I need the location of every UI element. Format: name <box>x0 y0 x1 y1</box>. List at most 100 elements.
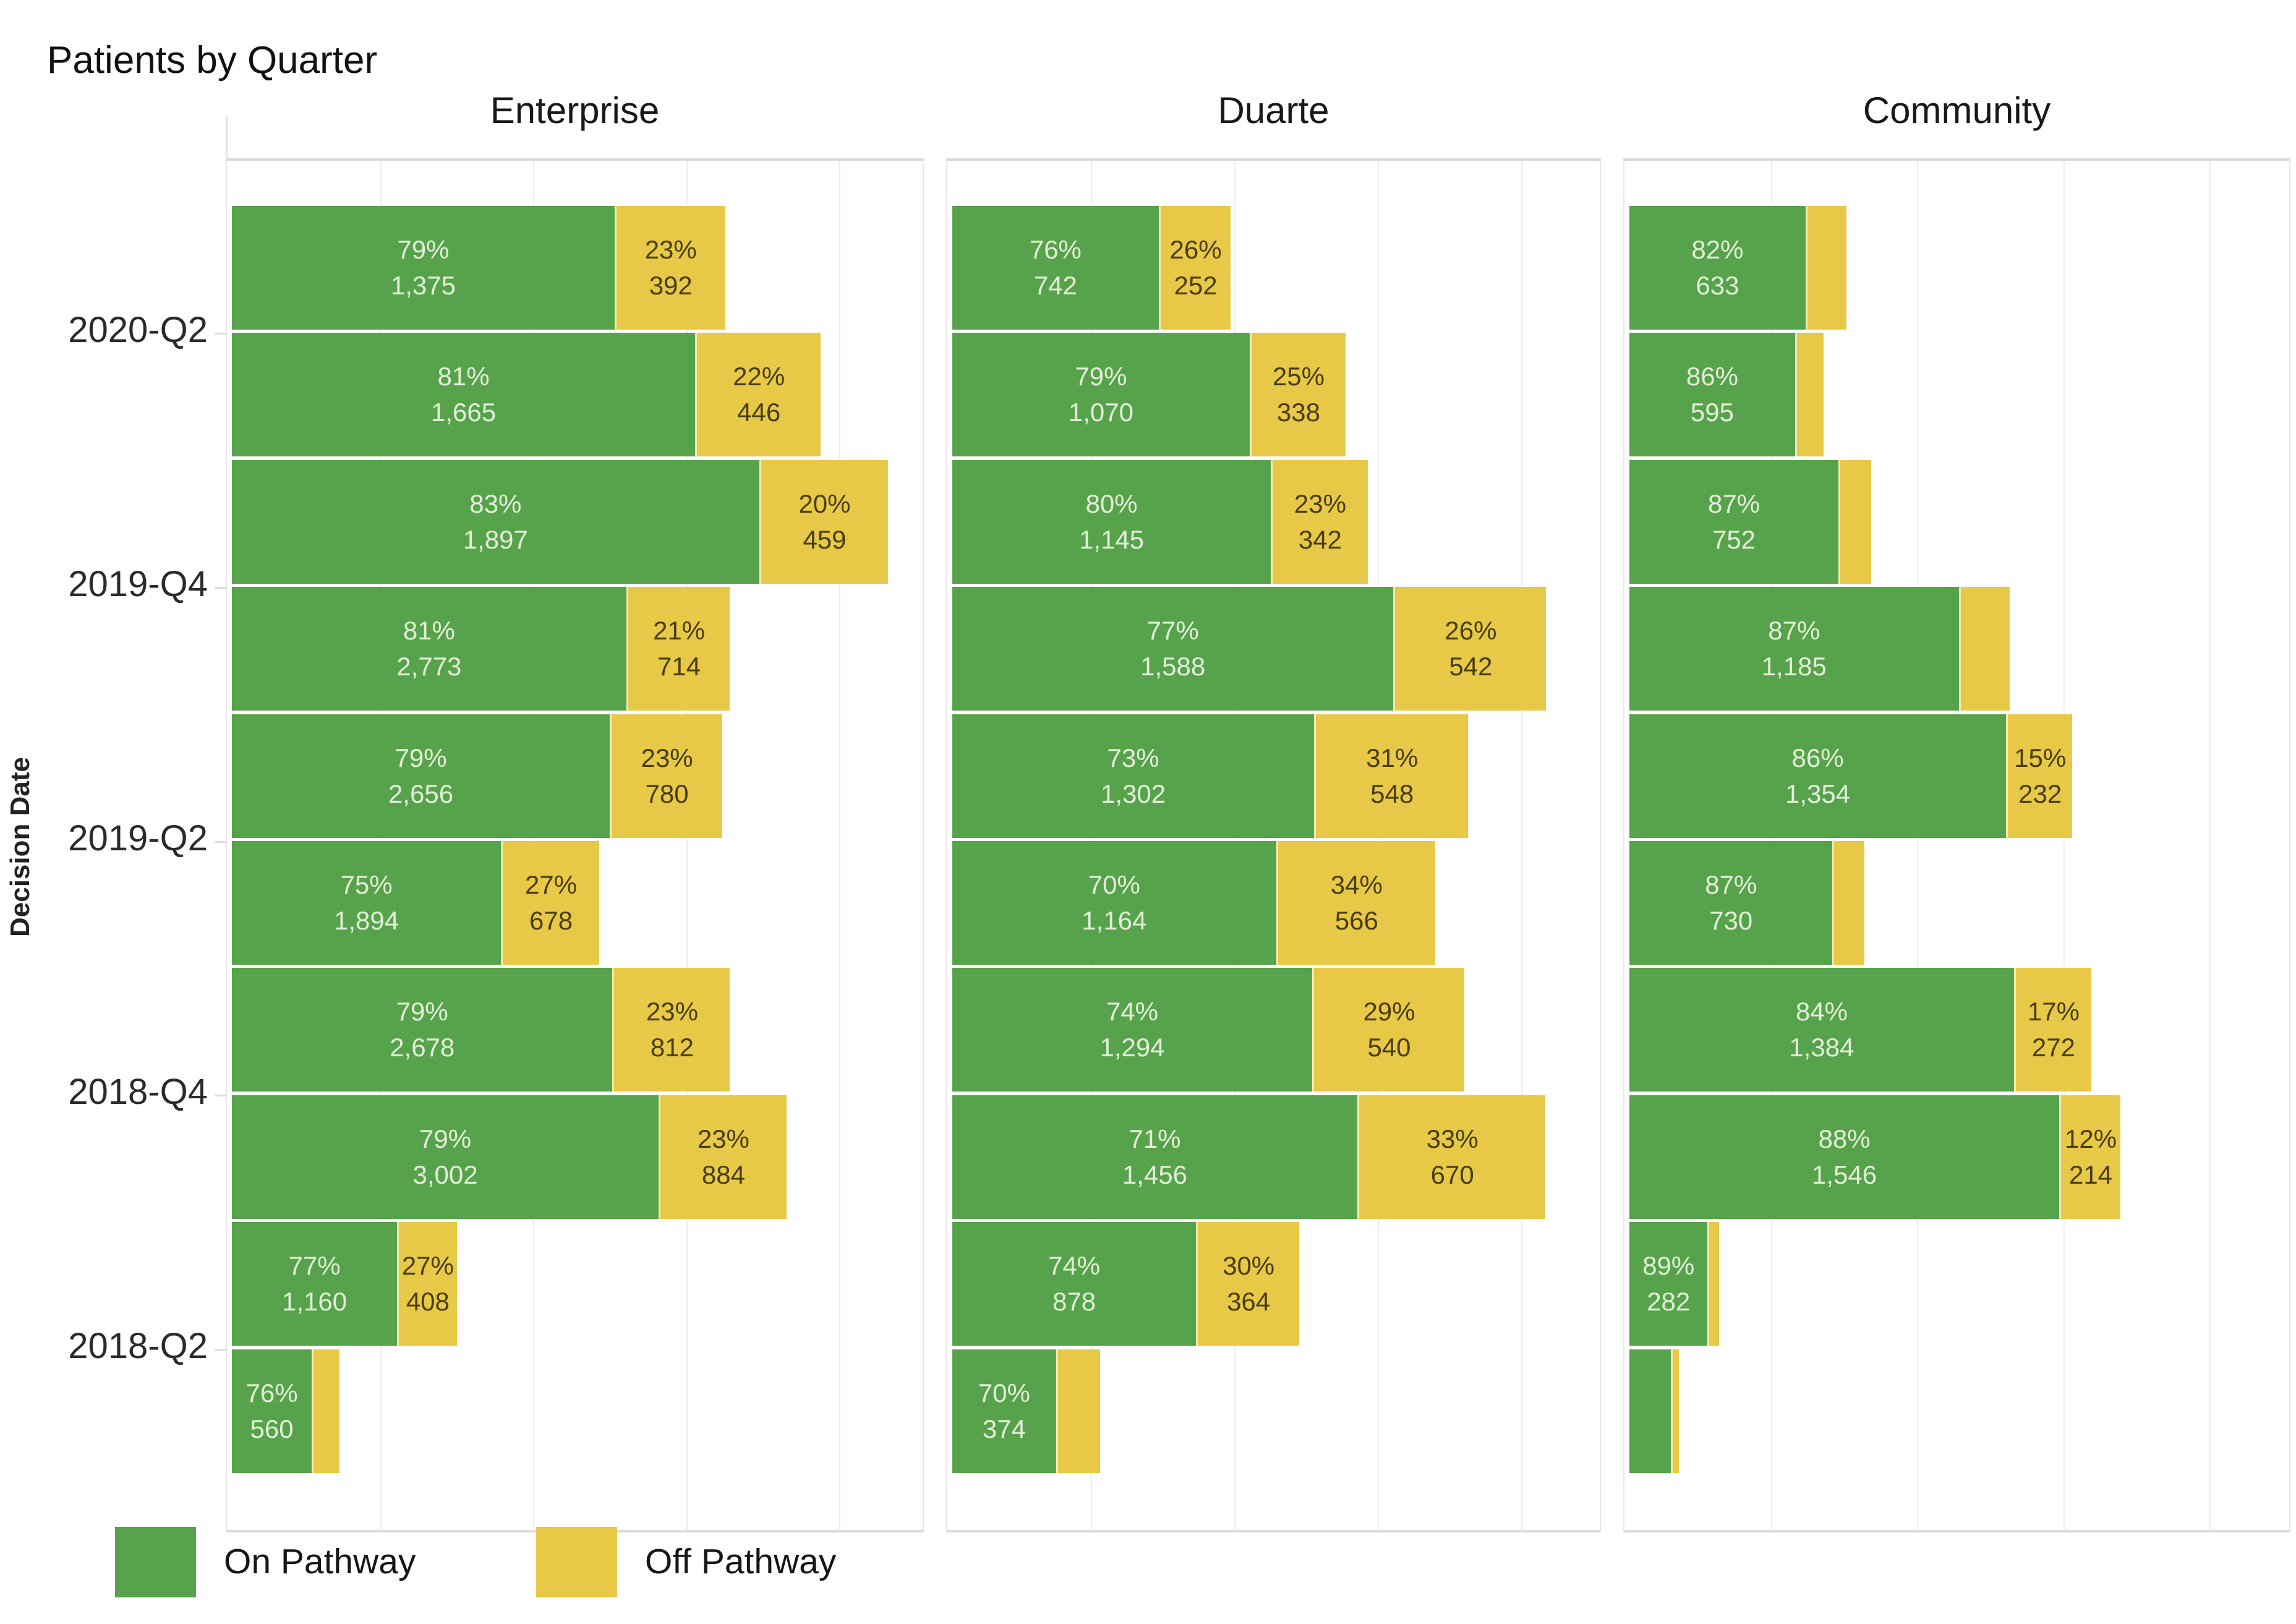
on-pathway-segment[interactable]: 89% 282 <box>1629 1222 1708 1346</box>
on-pathway-segment[interactable]: 86% 1,354 <box>1629 714 2007 838</box>
on-pathway-segment[interactable]: 79% 1,070 <box>952 333 1250 457</box>
panel-community: Community 82% 633 86% 595 87% 752 87% 1,185 86% 1… <box>1623 90 2290 1532</box>
on-pathway-segment[interactable]: 79% 1,375 <box>232 206 615 330</box>
off-pathway-segment[interactable]: 25% 338 <box>1249 333 1346 457</box>
legend-swatch-off-pathway[interactable] <box>536 1527 617 1597</box>
off-pathway-segment[interactable]: 30% 364 <box>1196 1222 1299 1346</box>
off-pathway-segment[interactable] <box>1838 459 1871 584</box>
on-pathway-count-label: 2,773 <box>396 652 462 682</box>
off-pathway-segment[interactable]: 26% 542 <box>1393 587 1547 711</box>
on-pathway-count-label: 560 <box>250 1414 294 1443</box>
off-pathway-segment[interactable]: 23% 884 <box>659 1095 787 1219</box>
on-pathway-count-label: 1,546 <box>1812 1160 1877 1189</box>
on-pathway-percent-label: 82% <box>1691 235 1744 264</box>
off-pathway-segment[interactable]: 23% 780 <box>610 714 723 838</box>
off-pathway-segment[interactable]: 23% 812 <box>612 968 730 1092</box>
on-pathway-segment[interactable]: 71% 1,456 <box>952 1095 1357 1219</box>
off-pathway-percent-label: 23% <box>646 997 698 1027</box>
off-pathway-segment[interactable]: 15% 232 <box>2006 714 2073 838</box>
bar-row: 79% 2,678 23% 812 <box>232 968 920 1092</box>
off-pathway-segment[interactable] <box>1056 1349 1100 1473</box>
off-pathway-segment[interactable] <box>1958 587 2010 711</box>
on-pathway-segment[interactable]: 76% 560 <box>232 1349 312 1473</box>
on-pathway-count-label: 1,588 <box>1140 652 1206 682</box>
off-pathway-percent-label: 25% <box>1272 362 1325 391</box>
bar-row: 77% 1,160 27% 408 <box>232 1222 920 1346</box>
on-pathway-segment[interactable]: 81% 2,773 <box>232 587 626 711</box>
off-pathway-segment[interactable]: 27% 678 <box>501 841 599 965</box>
y-tick-2018-q2: 2018-Q2 <box>68 1326 208 1366</box>
off-pathway-percent-label: 33% <box>1426 1124 1479 1153</box>
on-pathway-count-label: 1,070 <box>1068 398 1133 427</box>
panel-enterprise: Enterprise 79% 1,375 23% 392 81% 1,665 22% 446 8… <box>215 90 924 1532</box>
on-pathway-segment[interactable]: 81% 1,665 <box>232 333 696 457</box>
off-pathway-segment[interactable] <box>1832 841 1865 965</box>
off-pathway-segment[interactable]: 34% 566 <box>1276 841 1436 965</box>
off-pathway-segment[interactable]: 22% 446 <box>695 333 821 457</box>
on-pathway-segment[interactable]: 79% 3,002 <box>232 1095 659 1219</box>
panel-duarte: Duarte 76% 742 26% 252 79% 1,070 25% 338 80% 1,14… <box>946 90 1601 1532</box>
on-pathway-segment[interactable]: 80% 1,145 <box>952 459 1271 584</box>
on-pathway-segment[interactable]: 87% 730 <box>1629 841 1833 965</box>
off-pathway-segment[interactable]: 31% 548 <box>1314 714 1469 838</box>
on-pathway-count-label: 1,665 <box>430 398 497 427</box>
off-pathway-segment[interactable]: 17% 272 <box>2013 968 2092 1092</box>
off-pathway-segment[interactable]: 27% 408 <box>397 1222 457 1346</box>
legend-swatch-on-pathway[interactable] <box>115 1527 196 1597</box>
on-pathway-segment[interactable]: 79% 2,678 <box>232 968 613 1092</box>
on-pathway-segment[interactable]: 82% 633 <box>1629 206 1806 330</box>
off-pathway-segment[interactable] <box>1670 1349 1679 1473</box>
on-pathway-segment[interactable]: 87% 752 <box>1629 459 1839 584</box>
bar-row: 86% 595 <box>1629 333 2287 457</box>
gridline <box>2063 161 2065 1530</box>
off-pathway-segment[interactable] <box>1805 206 1846 330</box>
off-pathway-percent-label: 31% <box>1366 743 1419 772</box>
off-pathway-segment[interactable]: 33% 670 <box>1357 1095 1546 1219</box>
on-pathway-segment[interactable]: 88% 1,546 <box>1629 1095 2060 1219</box>
on-pathway-count-label: 1,294 <box>1099 1033 1165 1062</box>
on-pathway-segment[interactable]: 76% 742 <box>952 206 1159 330</box>
bar-row: 71% 1,456 33% 670 <box>952 1095 1597 1219</box>
off-pathway-count-label: 446 <box>737 398 781 427</box>
on-pathway-segment[interactable]: 73% 1,302 <box>952 714 1315 838</box>
off-pathway-segment[interactable]: 26% 252 <box>1158 206 1231 330</box>
on-pathway-segment[interactable]: 74% 878 <box>952 1222 1197 1346</box>
on-pathway-count-label: 1,185 <box>1761 652 1827 682</box>
on-pathway-segment[interactable]: 77% 1,160 <box>232 1222 398 1346</box>
on-pathway-segment[interactable]: 79% 2,656 <box>232 714 610 838</box>
on-pathway-count-label: 1,164 <box>1082 906 1147 935</box>
off-pathway-count-label: 678 <box>529 906 573 935</box>
off-pathway-count-label: 338 <box>1276 398 1320 427</box>
on-pathway-segment[interactable]: 83% 1,897 <box>232 459 759 584</box>
legend-label-off-pathway[interactable]: Off Pathway <box>645 1542 837 1581</box>
off-pathway-segment[interactable] <box>1795 333 1824 457</box>
on-pathway-segment[interactable] <box>1629 1349 1671 1473</box>
gridline <box>2209 161 2211 1530</box>
on-pathway-segment[interactable]: 74% 1,294 <box>952 968 1312 1092</box>
y-axis-tick-mark <box>215 1095 227 1096</box>
bar-row: 76% 742 26% 252 <box>952 206 1597 330</box>
off-pathway-segment[interactable]: 23% 342 <box>1271 459 1368 584</box>
off-pathway-segment[interactable] <box>312 1349 340 1473</box>
off-pathway-segment[interactable]: 23% 392 <box>614 206 725 330</box>
on-pathway-segment[interactable]: 77% 1,588 <box>952 587 1394 711</box>
on-pathway-segment[interactable]: 84% 1,384 <box>1629 968 2014 1092</box>
off-pathway-segment[interactable] <box>1707 1222 1720 1346</box>
bar-row: 87% 752 <box>1629 459 2287 584</box>
on-pathway-segment[interactable]: 75% 1,894 <box>232 841 501 965</box>
off-pathway-segment[interactable]: 29% 540 <box>1312 968 1464 1092</box>
y-tick-2019-q2: 2019-Q2 <box>68 818 208 858</box>
off-pathway-segment[interactable]: 20% 459 <box>759 459 889 584</box>
on-pathway-segment[interactable]: 86% 595 <box>1629 333 1795 457</box>
legend-label-on-pathway[interactable]: On Pathway <box>224 1542 416 1581</box>
off-pathway-segment[interactable]: 21% 714 <box>626 587 730 711</box>
y-axis-tick-mark <box>215 841 227 843</box>
off-pathway-count-label: 232 <box>2018 779 2062 808</box>
off-pathway-segment[interactable]: 12% 214 <box>2059 1095 2120 1219</box>
on-pathway-count-label: 1,375 <box>390 271 456 300</box>
off-pathway-percent-label: 27% <box>401 1251 454 1281</box>
on-pathway-percent-label: 75% <box>340 870 393 899</box>
on-pathway-segment[interactable]: 70% 374 <box>952 1349 1056 1473</box>
on-pathway-segment[interactable]: 87% 1,185 <box>1629 587 1959 711</box>
on-pathway-segment[interactable]: 70% 1,164 <box>952 841 1276 965</box>
